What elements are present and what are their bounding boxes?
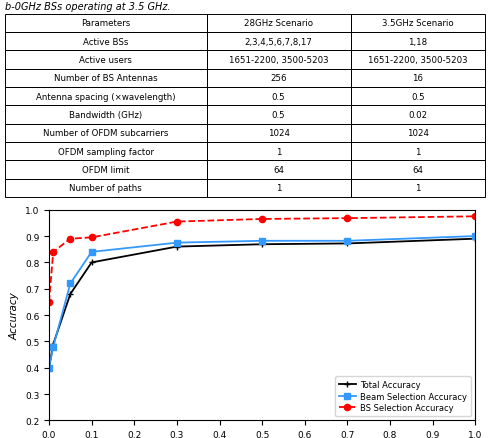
Bar <box>5 88 207 106</box>
Text: 1024: 1024 <box>268 129 290 138</box>
BS Selection Accuracy <box>89 235 95 240</box>
BS Selection Accuracy <box>472 214 478 219</box>
Beam Selection Accuracy <box>50 344 56 350</box>
Total Accuracy <box>46 365 52 371</box>
Text: 64: 64 <box>273 166 284 175</box>
Bar <box>351 51 485 70</box>
Text: 256: 256 <box>270 74 287 83</box>
Total Accuracy <box>344 241 350 247</box>
Text: Active BSs: Active BSs <box>83 38 128 46</box>
Text: 0.02: 0.02 <box>408 111 427 120</box>
Bar <box>5 161 207 179</box>
Line: Beam Selection Accuracy: Beam Selection Accuracy <box>46 233 478 371</box>
Bar <box>5 70 207 88</box>
Text: 2,3,4,5,6,7,8,17: 2,3,4,5,6,7,8,17 <box>245 38 313 46</box>
Beam Selection Accuracy <box>472 234 478 239</box>
Bar <box>5 143 207 161</box>
Text: 0.5: 0.5 <box>272 111 286 120</box>
Text: Number of paths: Number of paths <box>70 184 142 193</box>
Bar <box>5 33 207 51</box>
Text: 1: 1 <box>415 184 420 193</box>
Total Accuracy <box>174 244 180 250</box>
Bar <box>351 70 485 88</box>
Text: 1651-2200, 3500-5203: 1651-2200, 3500-5203 <box>229 56 328 65</box>
Beam Selection Accuracy <box>89 250 95 255</box>
Bar <box>351 124 485 143</box>
Total Accuracy <box>472 237 478 242</box>
Total Accuracy <box>89 260 95 265</box>
Bar <box>207 161 351 179</box>
Text: 64: 64 <box>413 166 423 175</box>
Text: Number of OFDM subcarriers: Number of OFDM subcarriers <box>43 129 169 138</box>
Total Accuracy <box>50 342 56 347</box>
BS Selection Accuracy <box>344 216 350 221</box>
BS Selection Accuracy <box>50 250 56 255</box>
Text: 1024: 1024 <box>407 129 429 138</box>
Text: 1: 1 <box>276 147 281 156</box>
Bar <box>5 14 207 33</box>
Bar <box>351 143 485 161</box>
Text: 1: 1 <box>276 184 281 193</box>
Text: 1: 1 <box>415 147 420 156</box>
Bar <box>207 51 351 70</box>
Bar <box>351 106 485 124</box>
Bar <box>207 88 351 106</box>
Line: BS Selection Accuracy: BS Selection Accuracy <box>46 214 478 305</box>
Text: Number of BS Antennas: Number of BS Antennas <box>54 74 158 83</box>
Total Accuracy <box>68 292 74 297</box>
Line: Total Accuracy: Total Accuracy <box>46 236 478 371</box>
Beam Selection Accuracy <box>344 239 350 244</box>
Bar <box>207 14 351 33</box>
Bar <box>207 143 351 161</box>
Text: 1651-2200, 3500-5203: 1651-2200, 3500-5203 <box>368 56 467 65</box>
BS Selection Accuracy <box>174 219 180 225</box>
Bar <box>351 33 485 51</box>
Text: 0.5: 0.5 <box>272 92 286 102</box>
Beam Selection Accuracy <box>174 240 180 246</box>
Text: 1,18: 1,18 <box>408 38 427 46</box>
Text: 16: 16 <box>413 74 423 83</box>
Legend: Total Accuracy, Beam Selection Accuracy, BS Selection Accuracy: Total Accuracy, Beam Selection Accuracy,… <box>335 376 471 417</box>
Text: Parameters: Parameters <box>81 19 130 28</box>
Bar <box>207 179 351 198</box>
BS Selection Accuracy <box>259 217 265 222</box>
Text: 28GHz Scenario: 28GHz Scenario <box>244 19 313 28</box>
Bar <box>207 70 351 88</box>
Bar <box>351 179 485 198</box>
Bar <box>351 14 485 33</box>
Text: 0.5: 0.5 <box>411 92 425 102</box>
Text: OFDM limit: OFDM limit <box>82 166 129 175</box>
Text: 3.5GHz Scenario: 3.5GHz Scenario <box>382 19 454 28</box>
Bar <box>5 124 207 143</box>
Text: b-0GHz BSs operating at 3.5 GHz.: b-0GHz BSs operating at 3.5 GHz. <box>5 2 171 12</box>
Total Accuracy <box>259 242 265 247</box>
Text: Bandwidth (GHz): Bandwidth (GHz) <box>69 111 142 120</box>
Text: OFDM sampling factor: OFDM sampling factor <box>58 147 154 156</box>
Bar <box>351 161 485 179</box>
BS Selection Accuracy <box>46 300 52 305</box>
Bar <box>207 33 351 51</box>
Y-axis label: Accuracy: Accuracy <box>9 292 19 339</box>
Beam Selection Accuracy <box>46 365 52 371</box>
Bar <box>5 179 207 198</box>
Text: Active users: Active users <box>79 56 132 65</box>
Bar <box>5 51 207 70</box>
Bar <box>207 124 351 143</box>
Bar <box>351 88 485 106</box>
Text: Antenna spacing (×wavelength): Antenna spacing (×wavelength) <box>36 92 175 102</box>
Bar <box>207 106 351 124</box>
BS Selection Accuracy <box>68 237 74 242</box>
Beam Selection Accuracy <box>68 281 74 286</box>
Bar <box>5 106 207 124</box>
Beam Selection Accuracy <box>259 239 265 244</box>
